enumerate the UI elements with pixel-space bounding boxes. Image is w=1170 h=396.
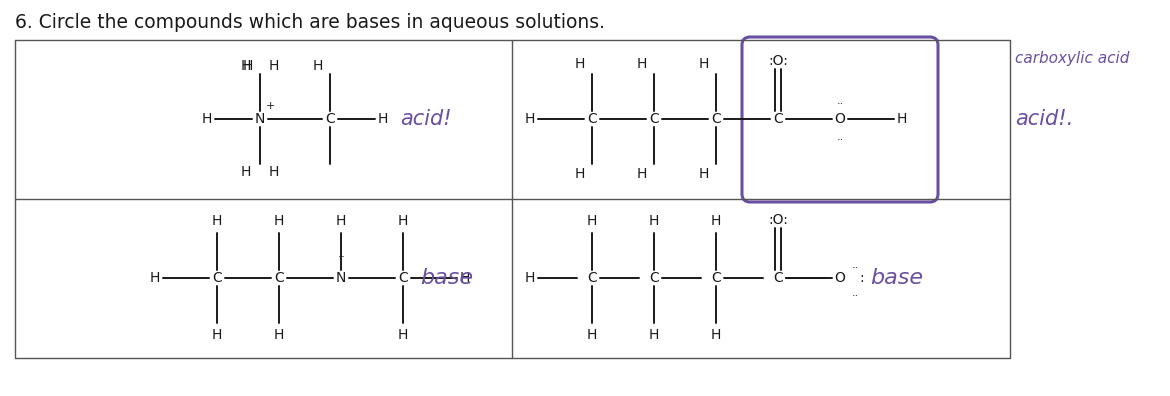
Text: H: H — [274, 214, 284, 228]
Text: ..: .. — [837, 132, 844, 142]
Text: O: O — [834, 271, 846, 285]
Text: base: base — [420, 268, 473, 288]
Text: ..: .. — [837, 96, 844, 106]
Text: H: H — [269, 165, 280, 179]
Text: N: N — [255, 112, 266, 126]
Text: H: H — [587, 214, 597, 228]
Text: base: base — [870, 268, 923, 288]
Text: H: H — [398, 328, 408, 342]
Text: C: C — [711, 112, 721, 126]
Text: C: C — [587, 112, 597, 126]
Text: H: H — [649, 328, 659, 342]
Text: H: H — [212, 214, 222, 228]
Text: H: H — [398, 214, 408, 228]
Text: :O:: :O: — [768, 54, 787, 68]
Text: H: H — [649, 214, 659, 228]
Text: ..: .. — [852, 260, 859, 270]
Text: H: H — [274, 328, 284, 342]
Text: C: C — [711, 271, 721, 285]
Text: H: H — [698, 167, 709, 181]
Text: H: H — [378, 112, 388, 126]
Text: H: H — [241, 59, 252, 73]
Text: H: H — [525, 112, 535, 126]
Text: acid!.: acid!. — [1016, 109, 1073, 129]
Text: H: H — [150, 271, 160, 285]
Text: acid!: acid! — [400, 109, 452, 129]
Text: H: H — [587, 328, 597, 342]
Text: C: C — [649, 271, 659, 285]
Text: C: C — [212, 271, 222, 285]
Text: H: H — [897, 112, 907, 126]
Text: :: : — [860, 271, 865, 285]
Text: H: H — [460, 271, 470, 285]
Text: H: H — [336, 214, 346, 228]
Text: carboxylic acid: carboxylic acid — [1016, 51, 1129, 65]
Text: C: C — [325, 112, 335, 126]
Text: H: H — [574, 57, 585, 71]
Text: C: C — [398, 271, 408, 285]
Text: H: H — [312, 59, 323, 73]
Text: H: H — [269, 59, 280, 73]
Text: H: H — [711, 214, 721, 228]
Text: 6. Circle the compounds which are bases in aqueous solutions.: 6. Circle the compounds which are bases … — [15, 13, 605, 32]
Text: H: H — [212, 328, 222, 342]
Text: H: H — [711, 328, 721, 342]
Text: H: H — [636, 57, 647, 71]
Text: C: C — [773, 271, 783, 285]
Text: N: N — [336, 271, 346, 285]
Text: +: + — [266, 101, 275, 111]
Text: H: H — [243, 59, 253, 73]
Text: H: H — [574, 167, 585, 181]
Text: C: C — [274, 271, 284, 285]
Text: H: H — [241, 165, 252, 179]
Text: C: C — [649, 112, 659, 126]
Text: :O:: :O: — [768, 213, 787, 227]
Text: H: H — [525, 271, 535, 285]
Text: C: C — [587, 271, 597, 285]
Text: ..: .. — [852, 288, 859, 298]
Text: C: C — [773, 112, 783, 126]
Text: H: H — [201, 112, 212, 126]
Text: H: H — [698, 57, 709, 71]
Text: ··: ·· — [338, 251, 346, 265]
Text: H: H — [636, 167, 647, 181]
Text: O: O — [834, 112, 846, 126]
